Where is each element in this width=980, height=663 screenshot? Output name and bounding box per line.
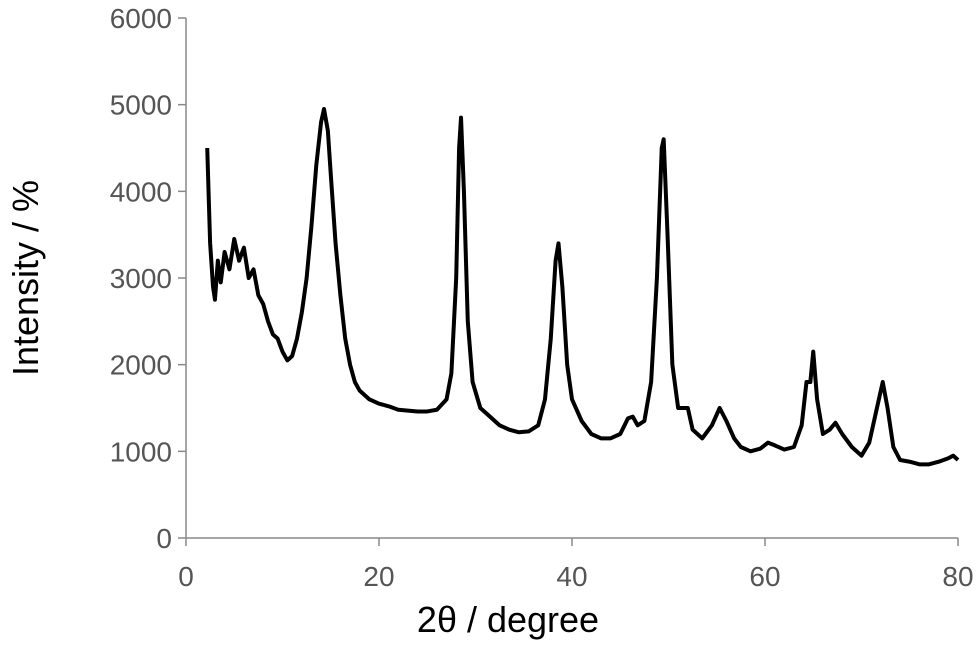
y-axis-title: Intensity / % (5, 180, 46, 376)
y-tick-label: 3000 (110, 263, 172, 294)
y-tick-label: 6000 (110, 3, 172, 34)
y-tick-label: 1000 (110, 436, 172, 467)
y-tick-label: 0 (156, 523, 172, 554)
y-tick-label: 2000 (110, 350, 172, 381)
y-tick-label: 4000 (110, 176, 172, 207)
x-axis-title: 2θ / degree (417, 599, 599, 640)
x-tick-label: 40 (556, 561, 587, 592)
data-line (205, 107, 960, 467)
y-tick-label: 5000 (110, 90, 172, 121)
x-tick-label: 20 (363, 561, 394, 592)
x-tick-label: 0 (178, 561, 194, 592)
x-tick-label: 80 (942, 561, 973, 592)
x-tick-label: 60 (749, 561, 780, 592)
